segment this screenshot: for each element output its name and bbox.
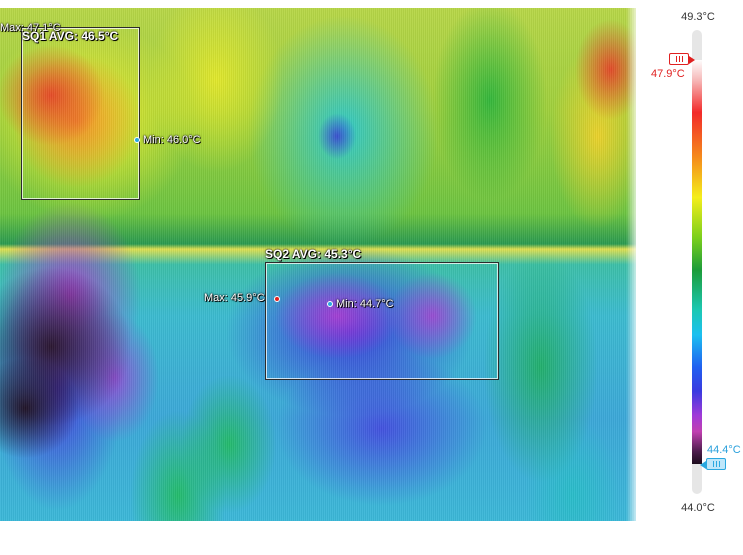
sq2-min-label: Min: 44.7°C <box>336 298 394 310</box>
low-threshold-handle-icon[interactable] <box>700 458 726 470</box>
image-edge <box>626 8 638 521</box>
scale-min-label: 44.0°C <box>681 502 715 514</box>
sq1-region-box[interactable] <box>21 27 140 200</box>
colorbar-gradient <box>692 60 702 464</box>
high-threshold-value: 47.9°C <box>651 68 685 80</box>
high-threshold-handle-icon[interactable] <box>669 53 695 65</box>
sq1-min-label: Min: 46.0°C <box>143 134 201 146</box>
scale-max-label: 49.3°C <box>681 11 715 23</box>
sq1-max-label: Max: 47.1°C <box>0 22 61 34</box>
sq2-avg-label: SQ2 AVG: 45.3°C <box>265 247 362 261</box>
thermal-image[interactable] <box>0 8 636 521</box>
sq1-avg-label: SQ1 AVG: 46.5°C <box>22 29 119 43</box>
sq2-region-box[interactable] <box>265 262 499 380</box>
sq2-max-label: Max: 45.9°C <box>204 292 265 304</box>
sq2-min-marker <box>327 301 333 307</box>
low-threshold-value: 44.4°C <box>707 444 741 456</box>
sq2-max-marker <box>274 296 280 302</box>
sq1-min-marker <box>134 137 140 143</box>
